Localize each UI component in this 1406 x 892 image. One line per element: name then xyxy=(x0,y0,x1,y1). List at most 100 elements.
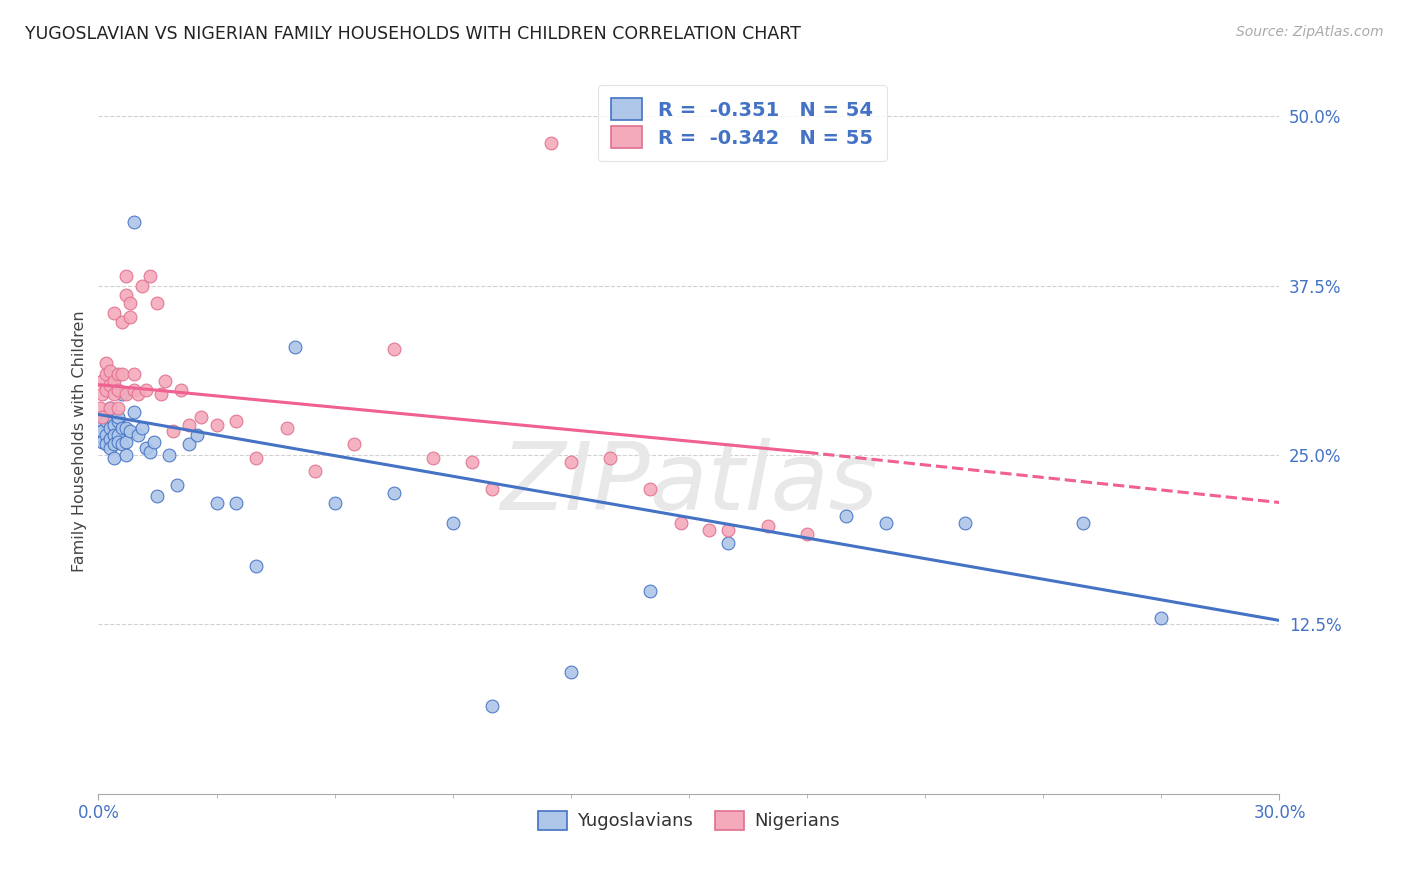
Point xyxy=(89,427,111,442)
Point xyxy=(461,455,484,469)
Point xyxy=(115,269,138,284)
Point xyxy=(669,516,692,530)
Point xyxy=(170,383,193,397)
Point xyxy=(118,296,141,310)
Point xyxy=(186,427,208,442)
Point xyxy=(1150,610,1173,624)
Point xyxy=(343,437,366,451)
Point xyxy=(103,418,125,433)
Point xyxy=(638,583,661,598)
Point xyxy=(131,278,153,293)
Point xyxy=(115,387,138,401)
Point xyxy=(107,401,129,415)
Point xyxy=(98,432,121,446)
Point xyxy=(96,427,118,442)
Point xyxy=(91,434,114,449)
Y-axis label: Family Households with Children: Family Households with Children xyxy=(72,310,87,573)
Point xyxy=(540,136,562,151)
Point xyxy=(103,437,125,451)
Point xyxy=(111,367,134,381)
Point xyxy=(166,478,188,492)
Point xyxy=(91,410,114,425)
Point xyxy=(190,410,212,425)
Point xyxy=(177,418,200,433)
Point xyxy=(382,486,405,500)
Point xyxy=(481,698,503,713)
Point xyxy=(96,437,118,451)
Point xyxy=(103,306,125,320)
Point xyxy=(98,401,121,415)
Point xyxy=(142,434,165,449)
Point xyxy=(225,495,247,509)
Point xyxy=(115,448,138,462)
Point xyxy=(91,387,114,401)
Point xyxy=(146,296,169,310)
Point xyxy=(157,448,180,462)
Point xyxy=(138,445,160,459)
Point xyxy=(560,455,582,469)
Point xyxy=(115,434,138,449)
Point xyxy=(96,367,118,381)
Point xyxy=(135,383,157,397)
Point xyxy=(245,559,267,574)
Point xyxy=(111,315,134,329)
Point xyxy=(98,377,121,392)
Point xyxy=(177,437,200,451)
Point xyxy=(118,424,141,438)
Point xyxy=(284,340,307,354)
Point xyxy=(953,516,976,530)
Point xyxy=(103,387,125,401)
Point xyxy=(135,442,157,456)
Point xyxy=(107,410,129,425)
Point xyxy=(422,450,444,465)
Point xyxy=(796,526,818,541)
Point xyxy=(103,450,125,465)
Point xyxy=(155,374,177,388)
Point xyxy=(89,401,111,415)
Point xyxy=(96,383,118,397)
Point xyxy=(96,356,118,370)
Point xyxy=(245,450,267,465)
Point xyxy=(98,364,121,378)
Point xyxy=(131,421,153,435)
Point xyxy=(225,414,247,428)
Point xyxy=(107,383,129,397)
Point xyxy=(441,516,464,530)
Point xyxy=(127,427,149,442)
Point xyxy=(122,367,145,381)
Point xyxy=(717,536,740,550)
Point xyxy=(205,495,228,509)
Point xyxy=(717,523,740,537)
Point xyxy=(107,367,129,381)
Point xyxy=(304,464,326,478)
Text: Source: ZipAtlas.com: Source: ZipAtlas.com xyxy=(1236,25,1384,39)
Point xyxy=(91,414,114,428)
Point xyxy=(560,665,582,679)
Point xyxy=(107,414,129,428)
Point xyxy=(127,387,149,401)
Point xyxy=(697,523,720,537)
Point xyxy=(118,310,141,324)
Point xyxy=(599,450,621,465)
Point xyxy=(98,421,121,435)
Text: ZIPatlas: ZIPatlas xyxy=(501,438,877,529)
Point xyxy=(875,516,897,530)
Point xyxy=(115,421,138,435)
Point xyxy=(103,374,125,388)
Point xyxy=(1071,516,1094,530)
Point xyxy=(276,421,298,435)
Point xyxy=(146,489,169,503)
Point xyxy=(107,427,129,442)
Point xyxy=(107,434,129,449)
Point xyxy=(162,424,184,438)
Point xyxy=(103,427,125,442)
Point xyxy=(111,421,134,435)
Point xyxy=(122,383,145,397)
Point xyxy=(138,269,160,284)
Point xyxy=(150,387,173,401)
Legend: Yugoslavians, Nigerians: Yugoslavians, Nigerians xyxy=(530,804,848,838)
Point xyxy=(98,442,121,456)
Point xyxy=(382,343,405,357)
Point xyxy=(115,288,138,302)
Point xyxy=(111,387,134,401)
